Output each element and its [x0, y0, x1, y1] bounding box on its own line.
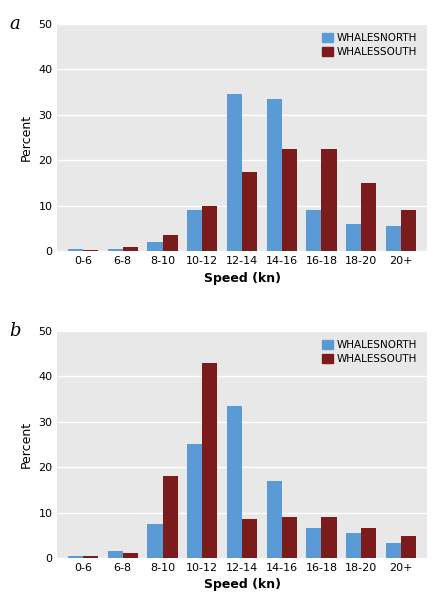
Bar: [242, 520, 257, 558]
Bar: [187, 211, 202, 251]
Bar: [68, 250, 83, 251]
X-axis label: Speed (kn): Speed (kn): [204, 272, 281, 284]
Bar: [401, 211, 416, 251]
Legend: WHALESNORTH, WHALESSOUTH: WHALESNORTH, WHALESSOUTH: [318, 29, 422, 61]
Bar: [147, 242, 162, 251]
Bar: [242, 172, 257, 251]
Y-axis label: Percent: Percent: [20, 421, 33, 468]
Bar: [267, 481, 282, 558]
Bar: [202, 206, 217, 251]
Bar: [83, 556, 98, 558]
Bar: [123, 247, 138, 251]
Bar: [108, 551, 123, 558]
Bar: [123, 553, 138, 558]
Bar: [68, 556, 83, 558]
Bar: [83, 250, 98, 251]
Bar: [108, 248, 123, 251]
Legend: WHALESNORTH, WHALESSOUTH: WHALESNORTH, WHALESSOUTH: [318, 336, 422, 368]
Bar: [227, 94, 242, 251]
Bar: [361, 529, 376, 558]
X-axis label: Speed (kn): Speed (kn): [204, 578, 281, 592]
Text: a: a: [9, 15, 20, 33]
Bar: [227, 406, 242, 558]
Bar: [187, 445, 202, 558]
Bar: [202, 362, 217, 558]
Bar: [267, 99, 282, 251]
Bar: [282, 517, 297, 558]
Bar: [162, 235, 178, 251]
Bar: [401, 536, 416, 558]
Bar: [346, 224, 361, 251]
Bar: [306, 211, 322, 251]
Text: b: b: [9, 322, 21, 340]
Bar: [386, 226, 401, 251]
Bar: [322, 517, 337, 558]
Bar: [322, 149, 337, 251]
Bar: [162, 476, 178, 558]
Bar: [147, 524, 162, 558]
Bar: [346, 533, 361, 558]
Bar: [361, 183, 376, 251]
Y-axis label: Percent: Percent: [20, 114, 33, 161]
Bar: [306, 529, 322, 558]
Bar: [386, 544, 401, 558]
Bar: [282, 149, 297, 251]
